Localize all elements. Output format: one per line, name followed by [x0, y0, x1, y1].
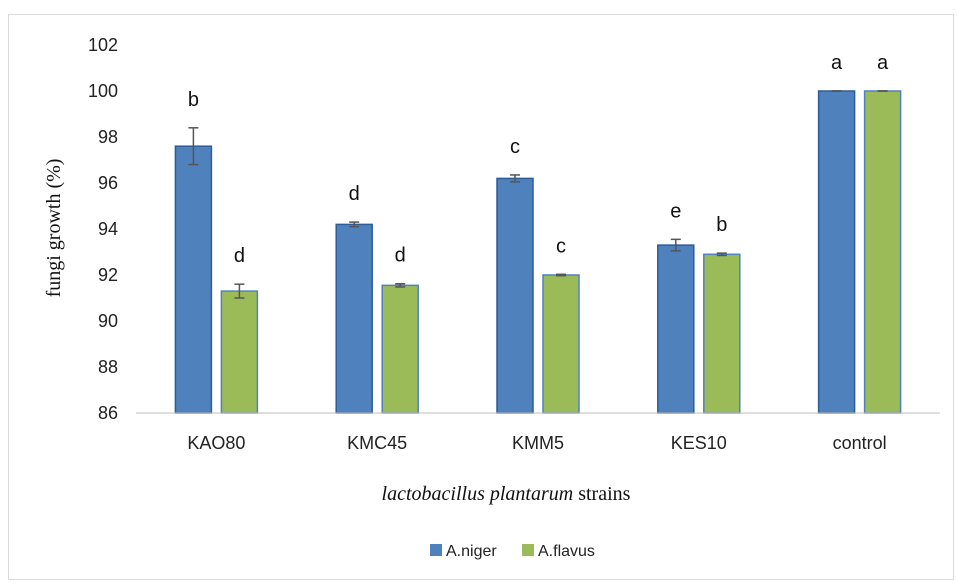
significance-letter: e [670, 200, 681, 222]
legend-swatch-a-niger [430, 544, 442, 556]
x-tick-label: KMM5 [512, 433, 564, 453]
legend-swatch-a-flavus [522, 544, 534, 556]
bar-a-niger [335, 223, 373, 414]
x-axis-label-rest: strains [573, 483, 630, 505]
y-tick-label: 96 [98, 173, 118, 193]
x-axis-label: lactobacillus plantarum strains [382, 483, 631, 505]
significance-letter: a [831, 52, 843, 74]
y-tick-label: 88 [98, 357, 118, 377]
y-tick-label: 86 [98, 403, 118, 423]
x-tick-label: control [833, 433, 887, 453]
y-tick-label: 98 [98, 127, 118, 147]
y-tick-label: 92 [98, 265, 118, 285]
bar-a-niger [174, 145, 213, 414]
x-axis-ticks: KAO80 KMC45 KMM5 KES10 control [187, 433, 886, 453]
significance-letter: c [510, 136, 520, 158]
bar-a-niger [496, 177, 534, 414]
legend: A.niger A.flavus [430, 543, 595, 560]
y-axis-ticks: 86 88 90 92 94 96 98 100 102 [88, 35, 118, 423]
chart-frame [8, 14, 954, 580]
x-axis-label-italic: lactobacillus plantarum [382, 483, 574, 505]
significance-letter: c [556, 235, 566, 257]
bar-a-flavus [381, 284, 419, 414]
y-tick-label: 102 [88, 35, 118, 55]
bars: b d d d c c e b a a [174, 52, 902, 414]
significance-letter: a [877, 52, 889, 74]
bar-a-flavus [542, 274, 580, 414]
x-tick-label: KAO80 [187, 433, 245, 453]
significance-letter: b [188, 89, 199, 111]
bar-a-niger [817, 90, 856, 414]
y-tick-label: 90 [98, 311, 118, 331]
bar-a-flavus [703, 253, 741, 414]
legend-label-a-niger: A.niger [446, 543, 497, 560]
bar-a-flavus [863, 90, 902, 414]
bar-a-flavus [220, 290, 259, 414]
y-axis-label: fungi growth (%) [43, 159, 65, 298]
legend-label-a-flavus: A.flavus [538, 543, 595, 560]
significance-letter: d [234, 245, 245, 267]
significance-letter: d [349, 183, 360, 205]
significance-letter: b [716, 214, 727, 236]
y-tick-label: 100 [88, 81, 118, 101]
y-tick-label: 94 [98, 219, 118, 239]
x-tick-label: KES10 [671, 433, 727, 453]
significance-letter: d [395, 245, 406, 267]
bar-a-niger [657, 244, 695, 414]
x-tick-label: KMC45 [347, 433, 407, 453]
